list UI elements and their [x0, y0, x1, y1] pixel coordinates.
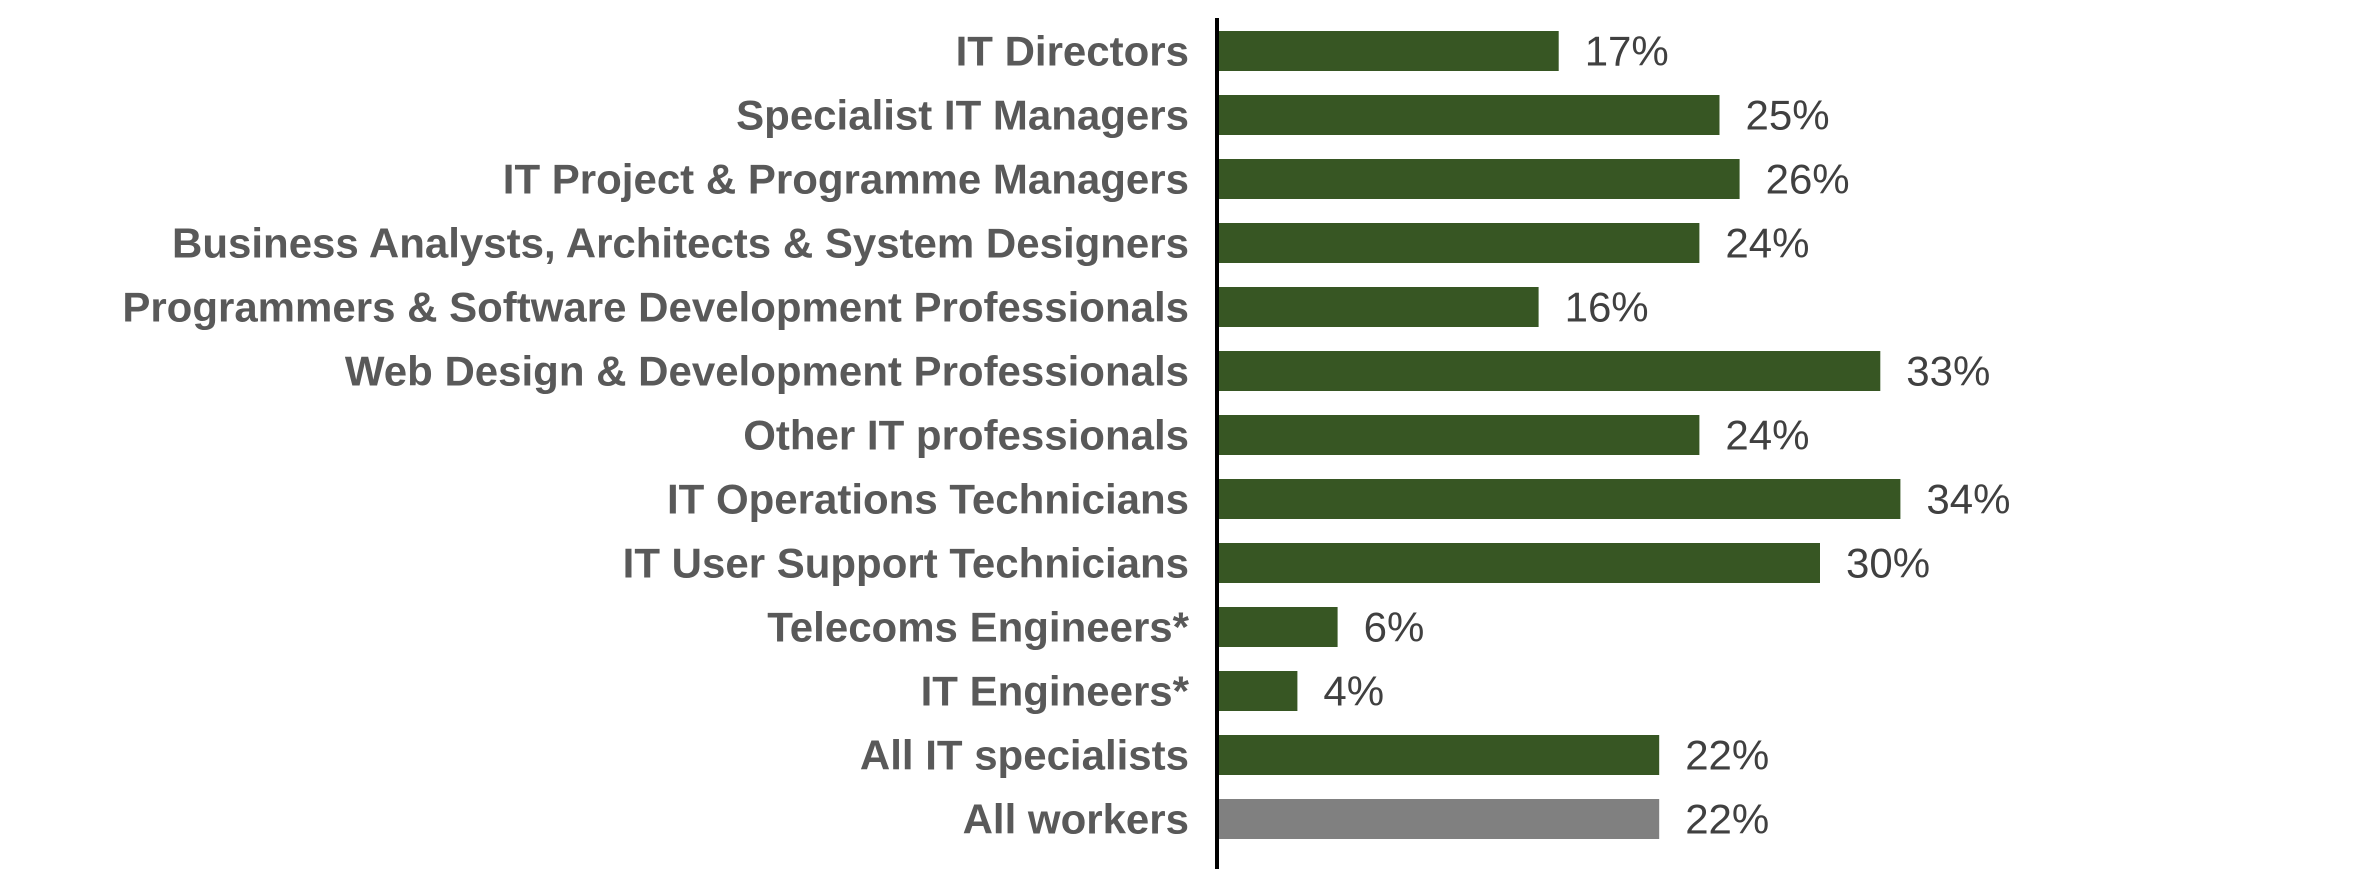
category-label: All IT specialists [860, 732, 1189, 779]
value-label: 6% [1364, 604, 1425, 651]
bars-group [1217, 31, 1901, 839]
bar [1217, 479, 1901, 519]
bar [1217, 799, 1660, 839]
value-label: 17% [1585, 28, 1669, 75]
category-label: Business Analysts, Architects & System D… [172, 220, 1189, 267]
bar [1217, 287, 1539, 327]
category-label: IT Project & Programme Managers [503, 156, 1189, 203]
value-labels-group: 17% 25% 26% 24% 16% 33% 24% 34% 30% 6% 4% 22% 22% [1323, 28, 2010, 843]
category-label: IT Operations Technicians [667, 476, 1189, 523]
bar [1217, 95, 1720, 135]
value-label: 33% [1906, 348, 1990, 395]
value-label: 24% [1725, 220, 1809, 267]
value-label: 26% [1766, 156, 1850, 203]
bar [1217, 351, 1881, 391]
category-label: IT User Support Technicians [623, 540, 1189, 587]
value-label: 25% [1746, 92, 1830, 139]
category-label: Specialist IT Managers [736, 92, 1189, 139]
value-label: 4% [1323, 668, 1384, 715]
category-label: Web Design & Development Professionals [345, 348, 1189, 395]
bar [1217, 415, 1700, 455]
bar [1217, 223, 1700, 263]
value-label: 22% [1685, 796, 1769, 843]
value-label: 30% [1846, 540, 1930, 587]
category-label: IT Engineers* [921, 668, 1190, 715]
value-label: 34% [1926, 476, 2010, 523]
category-label: Other IT professionals [743, 412, 1189, 459]
bar [1217, 543, 1820, 583]
category-label: Programmers & Software Development Profe… [122, 284, 1189, 331]
bar [1217, 671, 1298, 711]
category-label: IT Directors [956, 28, 1189, 75]
category-label: Telecoms Engineers* [767, 604, 1189, 651]
bar [1217, 607, 1338, 647]
category-label: All workers [963, 796, 1189, 843]
category-labels-group: IT Directors Specialist IT Managers IT Pro… [122, 28, 1189, 843]
value-label: 22% [1685, 732, 1769, 779]
value-label: 16% [1565, 284, 1649, 331]
bar [1217, 159, 1740, 199]
bar [1217, 31, 1559, 71]
value-label: 24% [1725, 412, 1809, 459]
bar [1217, 735, 1660, 775]
